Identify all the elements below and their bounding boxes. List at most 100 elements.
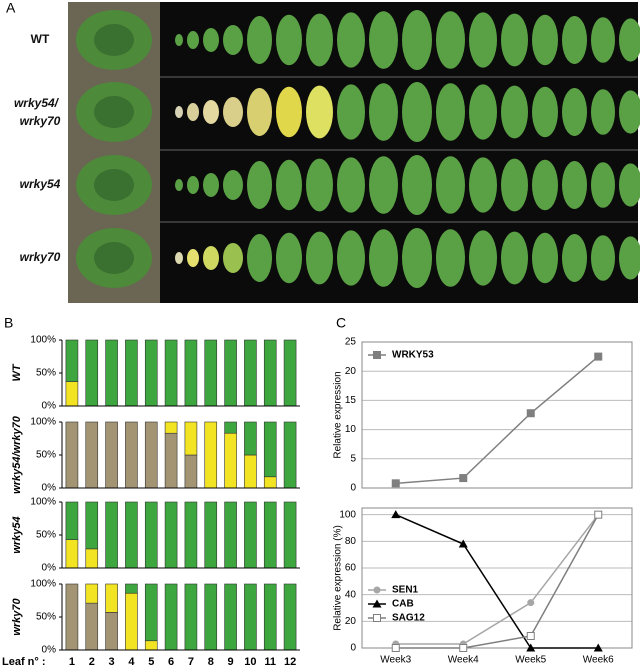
leaf (501, 85, 528, 139)
bar-segment (224, 339, 237, 407)
leaf (203, 100, 219, 124)
leaf (501, 231, 528, 285)
x-tick-label: Week4 (448, 655, 479, 666)
leaf (223, 170, 243, 200)
genotype-label: wrky70 (20, 114, 61, 128)
bar-segment (144, 583, 158, 642)
leaf (436, 156, 465, 214)
legend-label: SAG12 (392, 613, 425, 624)
y-axis-label: Relative expression (333, 371, 344, 458)
marker (458, 539, 468, 548)
y-tick-label: 0% (42, 401, 57, 412)
leaf (175, 179, 183, 191)
leaf (436, 229, 465, 287)
marker (391, 644, 400, 652)
bar-segment (85, 339, 99, 407)
x-tick-label: 9 (228, 656, 234, 668)
y-tick-label: 100% (30, 497, 56, 508)
y-tick-label: 0% (42, 645, 57, 656)
y-tick-label: 0% (42, 563, 57, 574)
leaf (591, 17, 615, 63)
marker (459, 644, 468, 652)
legend-label: CAB (392, 599, 414, 610)
leaf (532, 14, 558, 66)
series-line (395, 514, 599, 645)
x-tick-label: 1 (69, 656, 75, 668)
bar-segment (144, 421, 158, 489)
leaf (562, 161, 587, 209)
leaf (532, 159, 558, 211)
bar-segment (263, 476, 277, 489)
leaf (369, 156, 398, 214)
rosette (94, 24, 134, 56)
series-line (395, 356, 599, 485)
bar-segment (204, 339, 218, 407)
leaf (306, 231, 333, 285)
legend-marker (373, 614, 381, 622)
x-tick-label: 8 (208, 656, 214, 668)
series-line (395, 513, 599, 649)
leaf (247, 161, 272, 209)
leaf (469, 84, 497, 140)
leaf (187, 103, 199, 121)
bar-segment (164, 501, 178, 569)
leaf (337, 12, 365, 68)
x-tick-label: 6 (168, 656, 174, 668)
leaf (436, 83, 465, 141)
y-tick-label: 0% (42, 483, 57, 494)
leaf (591, 235, 615, 281)
bar-segment (244, 501, 257, 569)
bar-segment (144, 640, 158, 651)
leaf (562, 88, 587, 136)
bar-segment (224, 432, 237, 489)
leaf (369, 83, 398, 141)
leaf (469, 157, 497, 213)
bar-segment (184, 421, 198, 456)
x-tick-label: 2 (89, 656, 95, 668)
leaf (562, 16, 587, 64)
y-tick-label: 20 (345, 366, 357, 377)
leaf (501, 158, 528, 212)
x-tick-label: 11 (264, 656, 276, 668)
leaf (306, 158, 333, 212)
plot-frame (361, 507, 633, 649)
rosette (94, 169, 134, 201)
bar-segment (105, 612, 118, 651)
y-tick-label: 50% (36, 450, 56, 461)
bar-segment (65, 583, 79, 651)
y-tick-label: 25 (345, 337, 357, 348)
leaf (187, 176, 199, 194)
panel-label: A (6, 0, 16, 16)
x-tick-label: 5 (148, 656, 154, 668)
y-tick-label: 20 (345, 616, 357, 627)
leaf (532, 232, 558, 284)
leaf (619, 90, 640, 134)
bar-segment (244, 339, 257, 407)
bar-segment (164, 421, 178, 434)
leaf (402, 228, 432, 288)
bar-segment (263, 501, 277, 569)
leaf (501, 13, 528, 67)
marker (526, 643, 536, 652)
genotype-label: wrky54 (20, 177, 61, 191)
bar-segment (283, 583, 297, 651)
leaf (175, 106, 183, 118)
genotype-label: wrky70 (20, 250, 61, 264)
bar-segment (85, 421, 99, 489)
bar-segment (184, 454, 198, 489)
leaf (247, 16, 272, 64)
x-tick-label: 10 (244, 656, 256, 668)
legend-marker (373, 586, 381, 594)
legend-marker (373, 351, 381, 359)
bar-segment (65, 421, 79, 489)
rosette (94, 242, 134, 274)
bar-segment (85, 602, 99, 651)
leaf (203, 173, 219, 197)
leaf (187, 249, 199, 267)
x-tick-label: 4 (128, 656, 135, 668)
bar-segment (164, 432, 178, 489)
bar-segment (164, 583, 178, 651)
leaf (247, 88, 272, 136)
genotype-label: WT (31, 32, 50, 46)
